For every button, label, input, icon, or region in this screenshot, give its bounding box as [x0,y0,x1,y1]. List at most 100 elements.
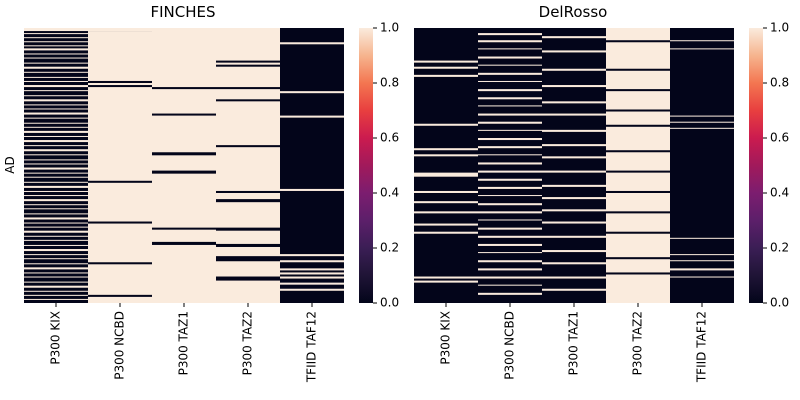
heatmap-cell [152,89,216,114]
heatmap-cell [24,90,88,92]
heatmap-cell [478,227,542,230]
heatmap-cell [606,233,670,258]
heatmap-cell [216,246,280,257]
heatmap-cell [24,149,88,152]
heatmap-cell [216,89,280,100]
heatmap-cell [414,231,478,234]
heatmap-cell [542,50,606,53]
heatmap-cell [216,280,280,303]
heatmap-cell [24,135,88,137]
heatmap-cell [24,267,88,270]
heatmap-cell [24,294,88,296]
heatmap-cell [152,244,216,303]
heatmap-cell [478,89,542,92]
heatmap-cell [24,181,88,183]
heatmap-cell [24,53,88,55]
heatmap-cell [542,129,606,132]
heatmap-cell [478,48,542,50]
heatmap-cell [24,185,88,188]
y-axis-label: AD [3,156,17,173]
heatmap-cell [478,105,542,107]
heatmap-cell [414,148,478,151]
heatmap-cell [478,170,542,173]
heatmap-cell [414,172,478,177]
heatmap-cell [24,239,88,241]
heatmap-cell [24,213,88,215]
heatmap-cell [24,130,88,133]
heatmap-cell [216,193,280,200]
heatmap-cell [24,217,88,220]
x-axis-ticks: P300 KIX P300 NCBD P300 TAZ1 P300 TAZ2 TFIID… [49,303,319,383]
x-tick-label: P300 TAZ1 [177,311,191,375]
heatmap-cell [670,121,734,123]
heatmap-cell [24,71,88,73]
heatmap-cell [88,296,152,303]
heatmap-column [280,28,344,303]
heatmap-cell [280,91,344,94]
heatmap-cell [24,41,88,43]
heatmap-cell [670,254,734,256]
heatmap-cell [478,146,542,149]
heatmap-cell [478,56,542,59]
heatmap-cell [478,260,542,263]
heatmap-cell [152,173,216,228]
heatmap-panel-delrosso: DelRosso P300 KIX P300 NCBD P300 TAZ1 P300 … [414,3,789,383]
colorbar-tick-label: 0.8 [770,76,789,90]
colorbar-tick-label: 1.0 [380,21,399,35]
heatmap-cell [478,40,542,43]
heatmap-cell [414,201,478,204]
colorbar-tick-label: 0.0 [380,296,399,310]
colorbar-ticks: 0.0 0.2 0.4 0.6 0.8 1.0 [763,21,789,310]
heatmap-cell [280,288,344,291]
heatmap-cell [478,219,542,221]
heatmap-cell [24,199,88,202]
heatmap-cell [24,154,88,156]
heatmap-cell [24,33,88,35]
heatmap-cell [152,28,216,88]
heatmap-cell [478,64,542,66]
heatmap-cell [414,211,478,214]
heatmap-cell [24,163,88,165]
heatmap-cell [606,193,670,212]
heatmap-cell [414,123,478,126]
heatmap-cell [24,28,88,32]
heatmap-cell [542,288,606,291]
x-tick-label: TFIID TAF12 [695,311,709,383]
heatmap-cells [24,28,344,303]
heatmap-cell [478,129,542,131]
heatmap-cell [280,268,344,271]
heatmap-cell [24,258,88,260]
heatmap-cell [24,244,88,246]
heatmap-cell [24,76,88,78]
heatmap-cell [24,108,88,110]
heatmap-cell [88,83,152,86]
heatmap-column [670,28,734,303]
colorbar-tick-label: 0.4 [770,186,789,200]
heatmap-cell [216,66,280,88]
heatmap-cell [216,261,280,277]
heatmap-cell [478,203,542,206]
heatmap-cell [88,31,152,81]
heatmap-cell [24,290,88,292]
heatmap-cell [542,113,606,116]
heatmap-cell [24,85,88,88]
heatmap-cell [280,260,344,263]
colorbar-tick-label: 0.4 [380,186,399,200]
colorbar-ticks: 0.0 0.2 0.4 0.6 0.8 1.0 [373,21,399,310]
heatmap-cell [216,230,280,244]
heatmap-cell [24,195,88,197]
heatmap-cell [542,209,606,212]
x-axis-ticks: P300 KIX P300 NCBD P300 TAZ1 P300 TAZ2 TFIID… [439,303,709,383]
heatmap-cell [216,28,280,61]
heatmap-cell [280,115,344,118]
x-tick-label: P300 NCBD [113,311,127,380]
heatmap-cell [216,101,280,146]
heatmap-cell [542,262,606,265]
heatmap-column [414,28,478,303]
heatmap-cell [606,111,670,125]
heatmap-cell [414,154,478,157]
heatmap-cell [478,292,542,295]
heatmap-cell [24,99,88,102]
heatmap-cell [24,112,88,115]
heatmap-cell [542,221,606,224]
